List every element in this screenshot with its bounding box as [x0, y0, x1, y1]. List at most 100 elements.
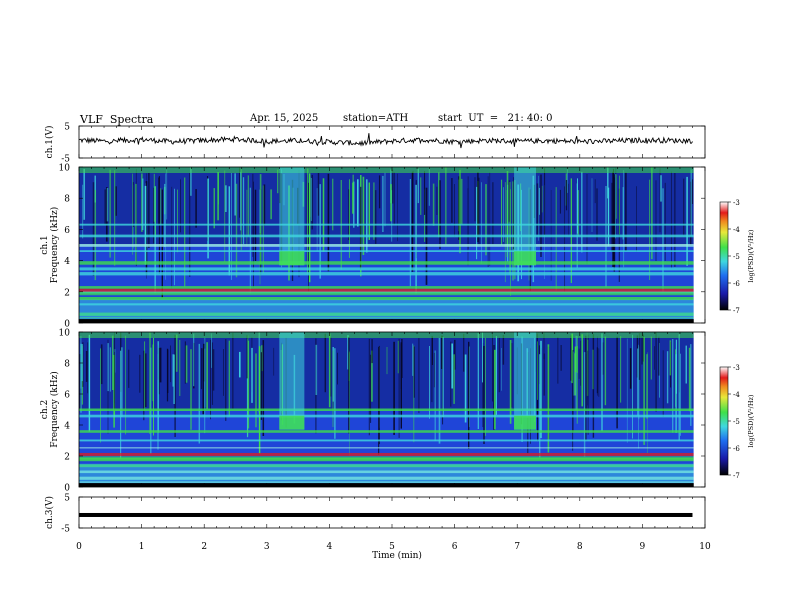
ch2-spec-y-axis-label: ch.2Frequency (kHz): [40, 371, 60, 448]
ch2-colorbar-tick-label: -6: [733, 445, 740, 453]
ch2-colorbar-scale: [719, 366, 729, 476]
ch2-colorbar-tick-label: -5: [733, 418, 740, 426]
ch2-spec-band: [79, 408, 694, 411]
ch2-spec-band: [79, 481, 694, 483]
ch2-spectrogram-panel: 0 2 4 6 8 10 ch.2Frequency (kHz): [40, 329, 706, 494]
ch2-spec-y-tick-label: 0: [64, 484, 70, 494]
ch2-spec-low-freq-region: [79, 463, 694, 487]
ch1-spec-bright-interval: [279, 167, 305, 266]
ch2-spec-y-tick-label: 4: [64, 422, 70, 432]
ch1-colorbar-tick-label: -5: [733, 253, 740, 261]
ch3-wave-y-axis-label: ch.3(V): [44, 496, 55, 529]
ch1-spec-band: [79, 317, 694, 319]
ch1-spec-band: [79, 267, 694, 271]
ch2-spec-strong-band: [79, 452, 694, 456]
ch1-wave-y-axis-label: ch.1(V): [44, 126, 55, 159]
ch1-spec-bright-interval-band: [514, 251, 536, 266]
ch1-spec-band: [79, 244, 694, 247]
ch1-wave-y-tick-label: 5: [64, 123, 70, 133]
x-tick-label: 0: [76, 542, 82, 552]
ch1-spec-y-axis-label: ch.1Frequency (kHz): [40, 207, 60, 284]
ch2-spec-top-fringe: [79, 332, 694, 338]
x-tick-label: 4: [327, 542, 333, 552]
ch2-spec-y-tick-label: 8: [64, 360, 70, 370]
ch1-colorbar-tick-label: -3: [733, 199, 740, 207]
ch2-spec-band: [79, 476, 694, 480]
ch1-spec-band: [79, 223, 694, 226]
x-axis-label: Time (min): [372, 550, 422, 561]
ch1-colorbar-label: log(PSD)(V²/Hz): [747, 229, 755, 282]
ch1-spec-upper-shade: [79, 167, 694, 245]
x-tick-label: 5: [389, 542, 395, 552]
ch3-wave-frame: [78, 496, 706, 529]
ch1-spec-band: [79, 312, 694, 316]
ch1-spec-y-tick-label: 10: [59, 164, 71, 174]
ch1-spec-band: [79, 250, 694, 252]
x-tick-label: 10: [699, 542, 711, 552]
ch2-spec-band: [79, 458, 694, 462]
ch1-spec-band: [79, 286, 694, 289]
ch3-waveform-panel: 5 -5 ch.3(V): [44, 494, 706, 535]
start-time-label: start UT = 21: 40: 0: [438, 113, 553, 124]
ch2-spec-y-tick-label: 2: [64, 453, 70, 463]
ch1-spec-top-fringe: [79, 167, 694, 173]
ch2-spec-upper-shade: [79, 332, 694, 410]
ch2-spec-band: [79, 470, 694, 474]
x-tick-label: 6: [452, 542, 458, 552]
ch2-spec-y-tick-label: 6: [64, 391, 70, 401]
x-tick-label: 9: [640, 542, 646, 552]
ch1-spec-y-tick-label: 8: [64, 195, 70, 205]
ch1-colorbar-scale: [719, 201, 729, 311]
ch2-spec-band: [79, 439, 694, 442]
x-tick-label: 8: [577, 542, 583, 552]
ch1-colorbar: -3 -4 -5 -6 -7 log(PSD)(V²/Hz): [719, 199, 755, 315]
ch1-spec-y-tick-label: 2: [64, 288, 70, 298]
ch1-colorbar-tick-label: -4: [733, 226, 740, 234]
ch1-colorbar-tick-label: -7: [733, 307, 740, 315]
ch2-colorbar-label: log(PSD)(V²/Hz): [747, 394, 755, 447]
ch2-colorbar-tick-label: -7: [733, 472, 740, 480]
ch1-waveform-panel: 5 -5 ch.1(V): [44, 123, 706, 165]
ch2-spec-y-tick-label: 10: [59, 329, 71, 339]
ch3-wave-y-tick-label: 5: [64, 494, 70, 504]
ch1-spectrogram-panel: 0 2 4 6 8 10 ch.1Frequency (kHz): [40, 164, 706, 330]
ch1-spec-band: [79, 234, 694, 238]
ch1-spec-band: [79, 297, 694, 301]
date-label: Apr. 15, 2025: [250, 113, 319, 124]
ch2-spec-bright-interval-band: [279, 415, 305, 430]
ch1-spec-band: [79, 303, 694, 306]
ch2-spec-band: [79, 414, 694, 418]
ch2-spec-bright-interval: [514, 332, 536, 430]
ch2-spec-band: [79, 464, 694, 468]
ch3-wave-y-tick-label: -5: [61, 525, 70, 535]
x-tick-label: 7: [514, 542, 520, 552]
ch2-spec-band: [79, 430, 694, 433]
ch2-colorbar-tick-label: -3: [733, 364, 740, 372]
ch2-spec-no-data: [693, 332, 705, 487]
x-tick-label: 3: [264, 542, 270, 552]
ch2-colorbar-tick-label: -4: [733, 391, 740, 399]
ch1-spec-no-data: [693, 167, 705, 323]
ch1-spec-low-freq-region: [79, 299, 694, 323]
ch1-wave-trace: [78, 133, 693, 149]
ch1-spec-y-tick-label: 0: [64, 320, 70, 330]
station-label: station=ATH: [343, 113, 409, 124]
ch1-spec-strong-band: [79, 288, 694, 292]
ch2-colorbar: -3 -4 -5 -6 -7 log(PSD)(V²/Hz): [719, 364, 755, 480]
ch1-spec-band: [79, 290, 694, 294]
ch2-spec-band: [79, 447, 694, 449]
ch2-spec-strong-band-halo: [79, 456, 694, 460]
ch2-spec-bright-interval-band: [514, 415, 536, 430]
ch1-wave-y-tick-label: -5: [61, 155, 70, 165]
chart-title: VLF Spectra: [80, 113, 154, 126]
ch1-spec-bright-interval: [514, 167, 536, 266]
ch3-wave-trace: [79, 512, 693, 517]
x-tick-label: 1: [139, 542, 145, 552]
ch2-spec-bright-interval: [279, 332, 305, 430]
ch1-spec-strong-band-halo: [79, 292, 694, 296]
ch1-spec-y-tick-label: 4: [64, 257, 70, 267]
ch1-spec-band: [79, 272, 694, 276]
ch1-colorbar-tick-label: -6: [733, 280, 740, 288]
ch1-spec-bright-interval-band: [279, 251, 305, 266]
